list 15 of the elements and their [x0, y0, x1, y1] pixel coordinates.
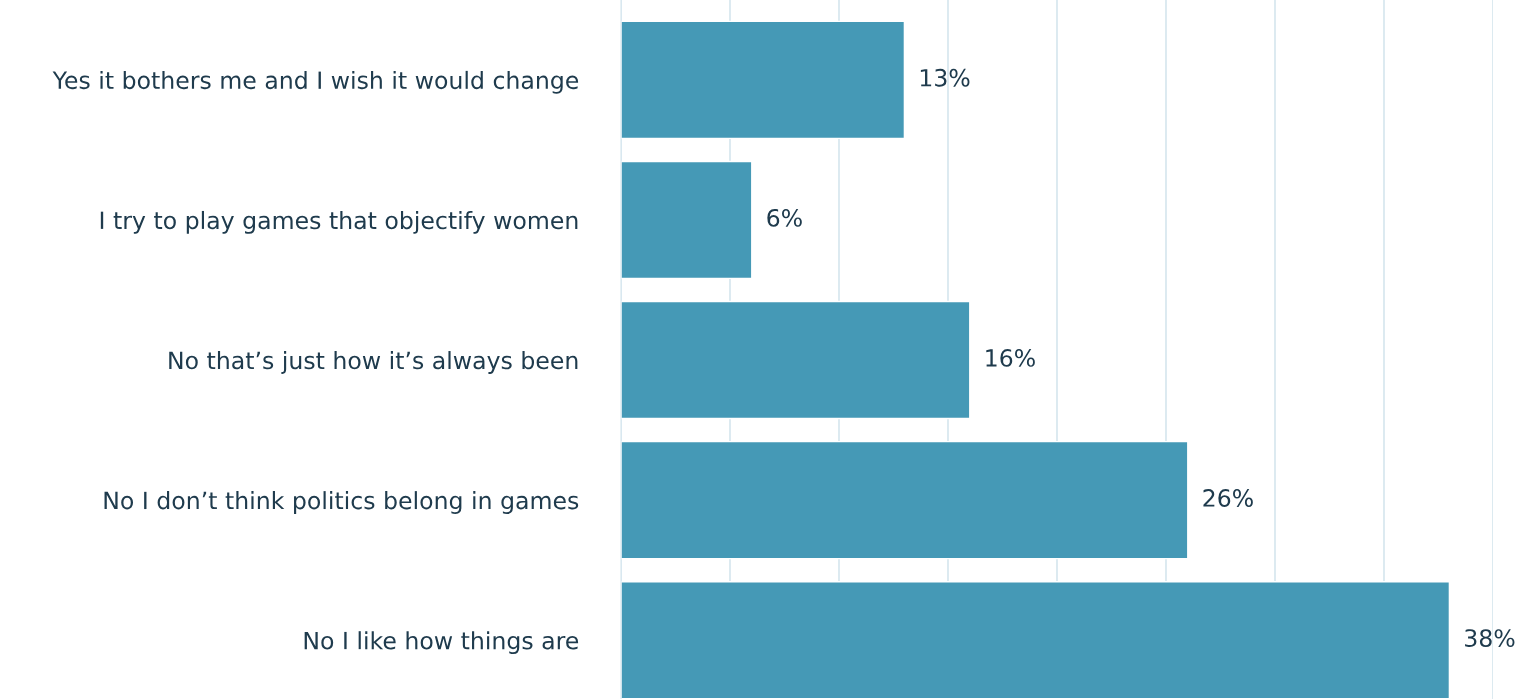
data-label: 13% — [920, 68, 970, 87]
bar — [621, 300, 971, 420]
data-label: 6% — [767, 208, 802, 227]
y-tick-label: I try to play games that objectify women — [100, 210, 578, 234]
y-tick-label: Yes it bothers me and I wish it would change — [52, 70, 579, 94]
bar — [621, 580, 1451, 699]
y-tick-label: No I like how things are — [304, 631, 579, 655]
y-tick-label: No I don’t think politics belong in games — [104, 491, 579, 514]
bar — [621, 160, 753, 280]
data-label: 16% — [986, 349, 1035, 367]
data-label: 26% — [1203, 489, 1253, 507]
y-tick-label: No that’s just how it’s always been — [169, 351, 578, 374]
bar — [621, 440, 1189, 560]
data-label: 38% — [1465, 629, 1515, 648]
bar — [621, 20, 906, 140]
